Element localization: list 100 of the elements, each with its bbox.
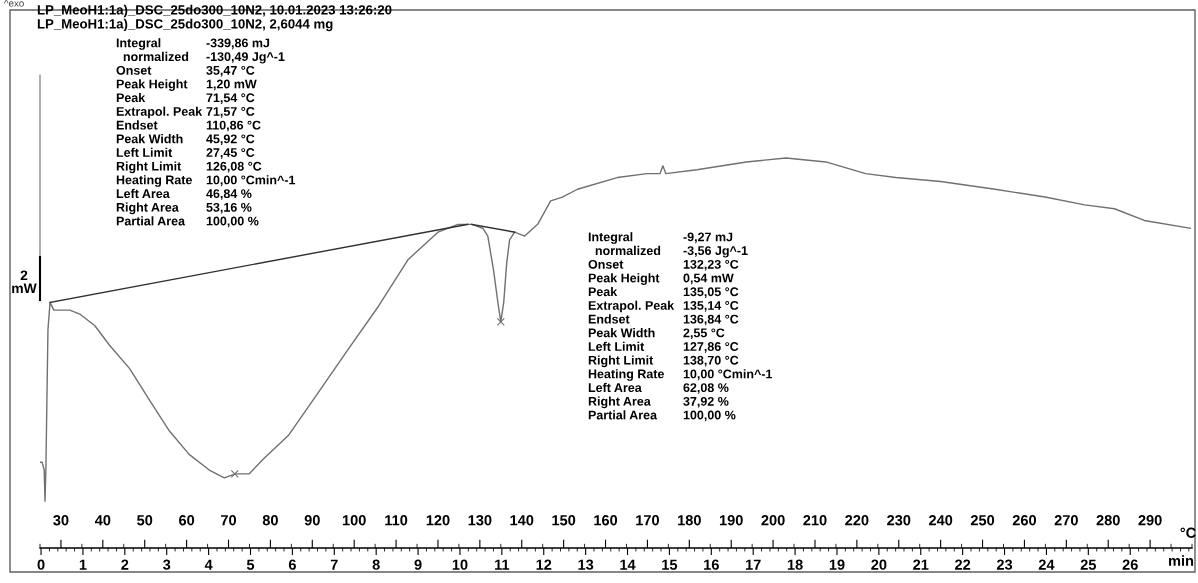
annotation: Heating Rate xyxy=(588,369,664,381)
text: 45,92 °C xyxy=(206,134,255,146)
x2-tick-label: 25 xyxy=(1080,559,1097,570)
annotation: 27,45 °C xyxy=(206,148,255,159)
x2-tick-label: 6 xyxy=(288,559,296,570)
chart-title: LP_MeoH1:1a)_DSC_25do300_10N2, 10.01.2023 13:26:20 xyxy=(37,4,392,18)
annotation: Right Limit xyxy=(116,161,182,174)
text: -339,86 mJ xyxy=(206,38,270,50)
x-tick-label: 100 xyxy=(342,515,366,526)
text: Onset xyxy=(116,65,152,75)
annotation: Extrapol. Peak xyxy=(588,300,675,313)
annotation: 53,16 % xyxy=(206,202,252,214)
annotation: Heating Rate xyxy=(116,175,192,187)
annotation: normalized xyxy=(595,245,661,256)
x2-tick-label: 21 xyxy=(913,559,929,570)
annotation: 135,05 °C xyxy=(683,287,739,298)
text: Endset xyxy=(116,120,158,130)
x2-tick-label: 15 xyxy=(662,559,678,570)
x-tick-label: 120 xyxy=(426,515,450,526)
x-tick-label: 240 xyxy=(929,515,953,526)
annotation: 46,84 % xyxy=(206,189,252,200)
annotation: Left Area xyxy=(588,382,642,393)
x-tick-label: 130 xyxy=(468,515,492,526)
annotation: Peak xyxy=(588,286,618,297)
annotation: Left Area xyxy=(116,188,170,199)
x2-tick-label: 16 xyxy=(704,559,719,570)
annotation: Left Limit xyxy=(588,341,645,351)
x-tick-label: 280 xyxy=(1096,515,1120,526)
text: 71,57 °C xyxy=(206,107,255,118)
annotation: 127,86 °C xyxy=(683,342,739,353)
annotation: 100,00 % xyxy=(683,410,736,422)
x2-tick-label: 12 xyxy=(536,559,552,570)
x2-tick-label: 19 xyxy=(829,559,845,570)
x2-tick-label: 7 xyxy=(330,559,338,570)
x2-tick-label: 8 xyxy=(372,559,380,570)
x-tick-label: 210 xyxy=(803,515,827,526)
x2-tick-label: 22 xyxy=(955,559,971,570)
x-tick-label: 160 xyxy=(594,515,618,526)
annotation: Endset xyxy=(588,314,630,324)
annotation: 10,00 °Cmin^-1 xyxy=(206,175,296,187)
x-tick-label: 290 xyxy=(1138,515,1162,526)
annotation: 136,84 °C xyxy=(683,314,739,326)
annotation: 135,14 °C xyxy=(683,301,739,312)
x2-tick-label: 17 xyxy=(746,559,761,570)
annotation: Onset xyxy=(588,259,624,269)
annotation: Right Area xyxy=(116,202,179,215)
annotation: Right Limit xyxy=(588,355,654,368)
text: Peak xyxy=(116,92,146,103)
text: -130,49 Jg^-1 xyxy=(206,52,285,64)
x2-tick-label: 0 xyxy=(37,559,45,570)
annotation: Peak Height xyxy=(588,273,660,285)
x2-tick-label: 9 xyxy=(414,559,422,570)
x-tick-label: 150 xyxy=(552,515,576,526)
text: Left Limit xyxy=(116,147,173,157)
text: 71,54 °C xyxy=(206,93,255,104)
annotation: 2,55 °C xyxy=(683,328,725,340)
annotation: -3,56 Jg^-1 xyxy=(683,246,748,258)
x-tick-label: 40 xyxy=(94,515,111,526)
x2-tick-label: 10 xyxy=(452,559,468,570)
x2-tick-label: 23 xyxy=(996,559,1013,570)
x-tick-label: 70 xyxy=(221,515,237,526)
annotation: 10,00 °Cmin^-1 xyxy=(683,369,773,381)
annotation: 100,00 % xyxy=(206,216,259,228)
annotation: Partial Area xyxy=(588,410,658,420)
x-tick-label: 230 xyxy=(887,515,911,526)
text: Peak Width xyxy=(116,134,183,144)
x-tick-label: 140 xyxy=(510,515,534,526)
text: 2 mW xyxy=(12,270,37,294)
annotation: Partial Area xyxy=(116,216,186,226)
x-axis-title: °C xyxy=(1180,527,1196,538)
x2-tick-label: 11 xyxy=(495,559,510,570)
text: ^exo xyxy=(4,0,24,7)
text: Integral xyxy=(116,38,161,50)
x-tick-label: 60 xyxy=(179,515,195,526)
annotation: Integral xyxy=(588,232,633,244)
annotation: 132,23 °C xyxy=(683,259,739,271)
x2-tick-label: 18 xyxy=(787,559,803,570)
x-tick-label: 90 xyxy=(304,515,320,526)
annotation: 138,70 °C xyxy=(683,355,739,367)
x2-tick-label: 13 xyxy=(578,559,594,570)
x-tick-label: 30 xyxy=(53,515,69,526)
x-tick-label: 270 xyxy=(1054,515,1078,526)
text: 1,20 mW xyxy=(206,79,257,91)
x-tick-label: 250 xyxy=(970,515,995,526)
x2-tick-label: 2 xyxy=(121,559,129,570)
x-tick-label: 260 xyxy=(1012,515,1037,526)
text: 110,86 °C xyxy=(206,120,261,132)
text: normalized xyxy=(123,51,189,62)
x-tick-label: 220 xyxy=(845,515,869,526)
x-tick-label: 180 xyxy=(678,515,701,526)
annotation: 37,92 % xyxy=(683,396,729,408)
x2-tick-label: 14 xyxy=(620,559,636,570)
annotation: 62,08 % xyxy=(683,383,729,394)
x2-tick-label: 5 xyxy=(246,559,255,570)
annotation: Peak Width xyxy=(588,328,655,338)
x2-tick-label: 26 xyxy=(1122,559,1138,570)
x-tick-label: 200 xyxy=(761,515,785,526)
x2-tick-label: 20 xyxy=(871,559,887,570)
annotation: 126,08 °C xyxy=(206,161,262,173)
annotation: 0,54 mW xyxy=(683,273,734,285)
